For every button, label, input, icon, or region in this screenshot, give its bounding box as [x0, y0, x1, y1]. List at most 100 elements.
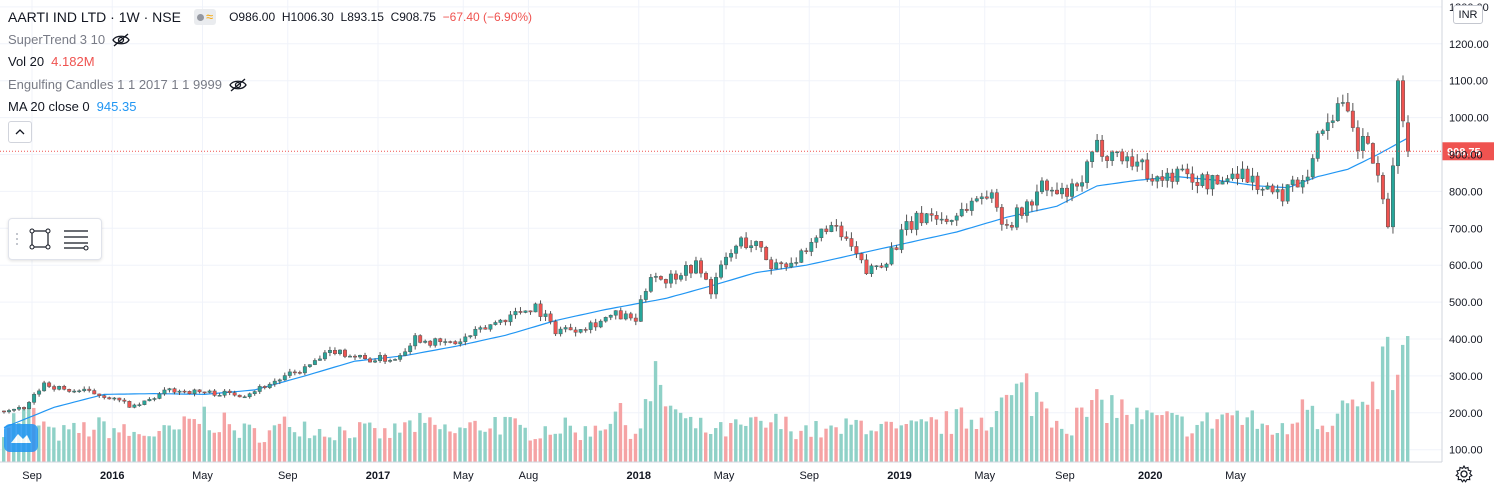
volume-bar — [1310, 405, 1315, 462]
lines-tool-button[interactable] — [58, 221, 94, 257]
candle-body — [217, 395, 222, 397]
volume-bar — [72, 422, 76, 462]
market-status-icon — [196, 13, 204, 21]
volume-bar — [368, 422, 372, 462]
volume-bar — [974, 429, 979, 462]
candle-body — [1225, 178, 1230, 182]
volume-bar — [1080, 407, 1084, 462]
volume-bar — [327, 437, 332, 462]
volume-bar — [1049, 427, 1054, 462]
tradingview-logo-icon[interactable] — [4, 424, 38, 452]
collapse-legend-button[interactable] — [8, 120, 32, 143]
candle-body — [137, 404, 142, 406]
volume-bar — [307, 438, 312, 462]
volume-bar — [944, 411, 949, 462]
volume-bar — [252, 428, 257, 462]
volume-bar — [1330, 425, 1335, 462]
time-tick-label: Sep — [1055, 470, 1075, 482]
candle-body — [117, 397, 122, 401]
symbol-title[interactable]: AARTI IND LTD · 1W · NSE — [8, 9, 181, 25]
volume-bar — [914, 421, 918, 462]
candle-body — [1380, 175, 1385, 200]
volume-bar — [353, 437, 357, 462]
volume-bar — [1220, 414, 1224, 462]
volume-bar — [979, 417, 984, 462]
candle-body — [202, 391, 207, 394]
ma-row[interactable]: MA 20 close 0 945.35 — [8, 96, 532, 119]
candle-body — [608, 314, 613, 318]
candle-body — [107, 397, 112, 400]
volume-bar — [829, 425, 833, 462]
gear-icon[interactable] — [1454, 464, 1474, 484]
drag-handle[interactable] — [12, 233, 22, 245]
supertrend-row[interactable]: SuperTrend 3 10 — [8, 29, 532, 52]
candle-body — [1014, 207, 1019, 228]
volume-bar — [774, 413, 778, 462]
candle-body — [232, 392, 237, 396]
candle-body — [824, 228, 829, 232]
engulfing-row[interactable]: Engulfing Candles 1 1 2017 1 1 9999 — [8, 74, 532, 97]
candle-body — [1250, 175, 1255, 183]
candle-body — [879, 265, 884, 268]
candle-body — [1160, 176, 1165, 181]
candle-body — [368, 358, 372, 363]
volume-bar — [212, 432, 216, 462]
volume-bar — [1039, 401, 1044, 462]
volume-bar — [969, 419, 974, 462]
candle-body — [1215, 175, 1220, 185]
candle-body — [563, 327, 568, 330]
candle-body — [1060, 187, 1064, 195]
eye-off-icon[interactable] — [229, 78, 247, 92]
volume-bar — [62, 425, 66, 462]
volume-bar — [964, 428, 969, 462]
symbol-status-pill[interactable]: ≈ — [193, 9, 217, 26]
candle-body — [247, 393, 252, 398]
volume-bar — [719, 422, 723, 462]
rectangle-tool-button[interactable] — [22, 221, 58, 257]
volume-bar — [874, 431, 878, 462]
volume-bar — [714, 428, 718, 462]
volume-bar — [1029, 416, 1034, 462]
candle-body — [989, 192, 994, 199]
price-tick-label: 900.00 — [1449, 150, 1483, 162]
volume-bar — [1395, 374, 1400, 462]
candle-body — [272, 380, 277, 385]
price-tick-label: 1100.00 — [1449, 76, 1488, 88]
candle-body — [1165, 172, 1170, 181]
volume-bar — [558, 433, 562, 462]
candle-body — [322, 352, 327, 360]
candle-body — [914, 212, 919, 230]
candle-body — [327, 350, 332, 353]
candle-body — [47, 382, 52, 387]
volume-bar — [1044, 408, 1049, 462]
volume-bar — [468, 422, 472, 462]
volume-bar — [1260, 423, 1264, 462]
candle-body — [663, 279, 668, 284]
time-tick-label: May — [1225, 470, 1246, 482]
volume-bar — [503, 416, 507, 462]
volume-bar — [1345, 403, 1350, 462]
candle-body — [1235, 173, 1240, 179]
candle-body — [1065, 187, 1069, 197]
eye-off-icon[interactable] — [112, 33, 130, 47]
time-tick-label: Aug — [519, 470, 539, 482]
price-tick-label: 800.00 — [1449, 186, 1483, 198]
candle-body — [909, 221, 914, 230]
volume-bar — [473, 420, 477, 462]
legend: AARTI IND LTD · 1W · NSE ≈ O986.00 H1006… — [8, 6, 532, 143]
volume-bar — [1135, 407, 1139, 462]
volume-bar — [292, 432, 297, 462]
volume-row[interactable]: Vol 20 4.182M — [8, 51, 532, 74]
volume-bar — [1270, 434, 1275, 462]
time-tick-label: 2018 — [627, 470, 651, 482]
candle-body — [809, 242, 814, 252]
candle-body — [1345, 102, 1350, 112]
volume-bar — [37, 425, 41, 462]
candle-body — [262, 386, 267, 388]
currency-badge[interactable]: INR — [1453, 5, 1483, 24]
volume-bar — [1285, 434, 1290, 462]
volume-bar — [734, 419, 738, 462]
candle-body — [433, 338, 438, 346]
candle-body — [1180, 168, 1185, 171]
